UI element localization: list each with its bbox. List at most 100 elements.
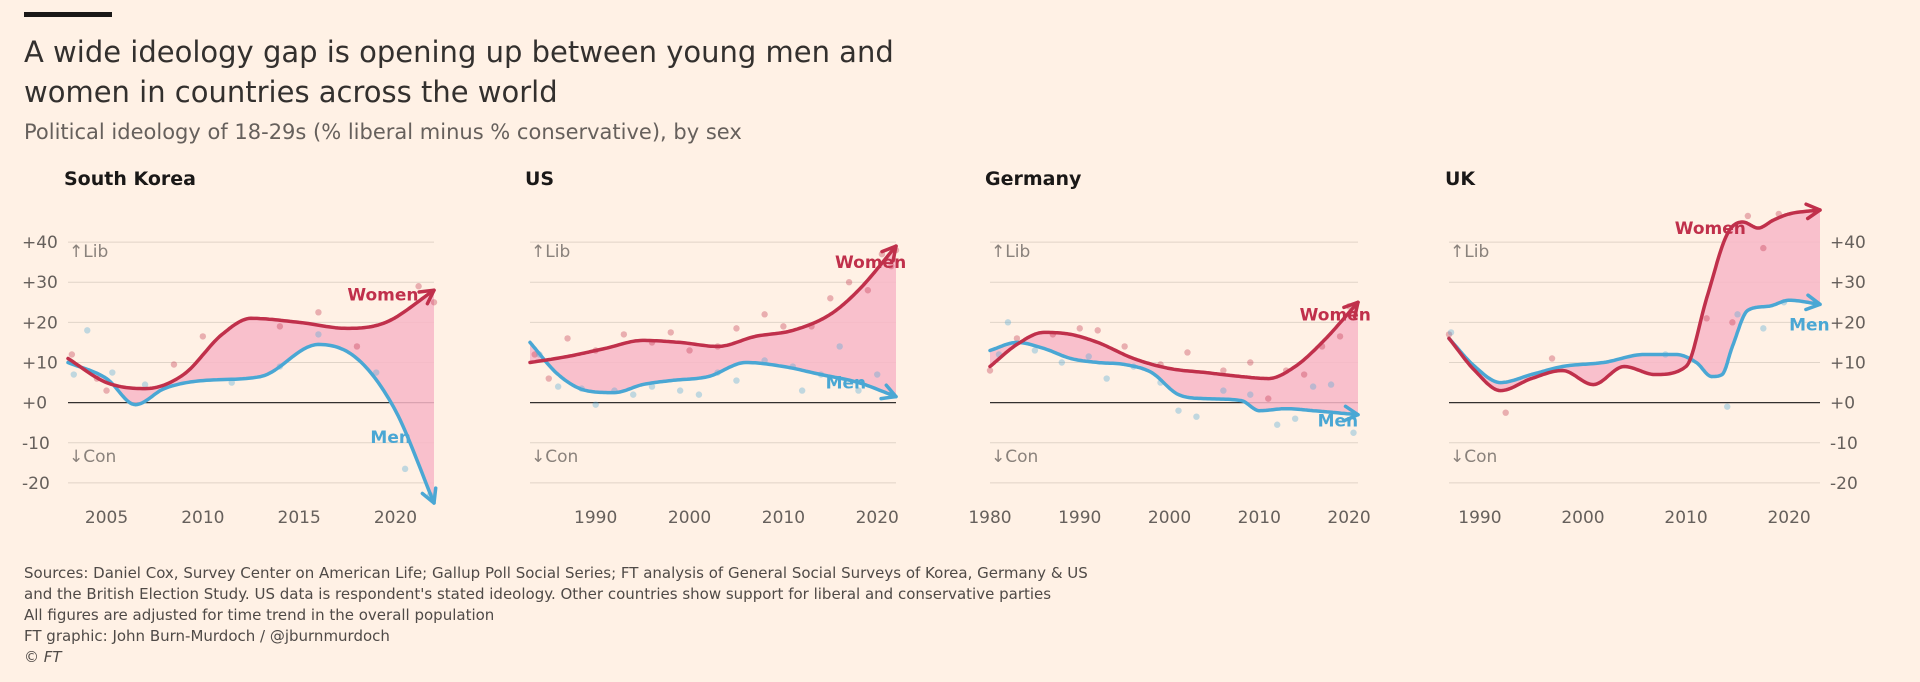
women-data-point xyxy=(1760,244,1767,252)
women-data-point xyxy=(1502,409,1509,416)
gap-fill-area xyxy=(990,302,1358,415)
con-annotation: ↓Con xyxy=(69,447,116,467)
men-data-point xyxy=(1193,413,1200,420)
gap-fill-area xyxy=(68,290,434,503)
women-data-point xyxy=(888,262,895,270)
women-data-point xyxy=(1076,325,1083,332)
chart-panel-germany: Germany ↑Lib ↓Con 1980 1990 2000 2010 2020 Women… xyxy=(968,168,1370,528)
men-line xyxy=(528,340,898,399)
women-data-point xyxy=(545,375,552,382)
women-data-point xyxy=(1184,349,1191,356)
x-tick-label: 1990 xyxy=(1458,508,1501,528)
y-tick-label: +0 xyxy=(1830,394,1855,414)
men-series-label: Men xyxy=(370,428,411,448)
men-data-point xyxy=(1291,415,1299,422)
panel-title: US xyxy=(525,168,554,190)
x-tick-label: 2000 xyxy=(668,508,711,528)
women-data-point xyxy=(315,309,322,316)
men-series-label: Men xyxy=(1318,412,1359,432)
women-data-point xyxy=(686,347,693,354)
women-data-point xyxy=(733,325,740,332)
men-data-point xyxy=(373,369,380,376)
lib-annotation: ↑Lib xyxy=(69,242,108,262)
footer-note: All figures are adjusted for time trend … xyxy=(24,606,495,624)
women-line xyxy=(66,288,436,391)
men-data-point xyxy=(1175,407,1182,414)
men-data-point xyxy=(1447,329,1455,336)
men-data-point xyxy=(1247,391,1254,398)
men-data-point xyxy=(1031,347,1039,354)
men-data-point xyxy=(874,371,881,378)
footer-sources-line-2: and the British Election Study. US data … xyxy=(24,585,1052,603)
women-data-point xyxy=(170,361,178,368)
women-data-point xyxy=(827,295,834,302)
y-tick-label: +10 xyxy=(1830,354,1866,374)
women-series-label: Women xyxy=(1300,305,1371,325)
chart-panel-us: US ↑Lib ↓Con 1990 2000 2010 2020 Women Men xyxy=(525,168,906,528)
y-tick-label: -20 xyxy=(1830,474,1858,494)
men-data-point xyxy=(630,391,637,398)
men-data-point xyxy=(1760,325,1767,332)
women-line xyxy=(1447,208,1822,393)
footer-credit: FT graphic: John Burn-Murdoch / @jburnmu… xyxy=(24,627,390,645)
women-data-point xyxy=(276,323,284,330)
ft-top-bar xyxy=(24,12,112,17)
women-series-label: Women xyxy=(835,253,906,273)
gap-fill-area xyxy=(1449,210,1820,391)
women-data-point xyxy=(1703,315,1710,322)
y-tick-label: +40 xyxy=(1830,233,1866,253)
women-data-point xyxy=(199,333,207,340)
women-line xyxy=(528,244,898,365)
women-line xyxy=(988,300,1360,381)
y-tick-label: +40 xyxy=(22,233,58,253)
y-tick-label: +30 xyxy=(22,273,58,293)
women-arrowhead xyxy=(417,288,436,306)
men-line xyxy=(1447,298,1822,385)
y-tick-label: -10 xyxy=(22,434,50,454)
women-data-point xyxy=(564,335,571,342)
men-line xyxy=(66,342,436,505)
panel-title: UK xyxy=(1445,168,1476,190)
y-tick-label: -10 xyxy=(1830,434,1858,454)
page-title: A wide ideology gap is opening up betwee… xyxy=(24,35,894,109)
panel-title: South Korea xyxy=(64,168,196,190)
men-data-point xyxy=(1058,359,1066,366)
women-data-point xyxy=(1220,367,1227,374)
women-arrowhead xyxy=(1342,300,1360,319)
lib-annotation: ↑Lib xyxy=(991,242,1030,262)
women-data-point xyxy=(864,287,872,294)
women-series-label: Women xyxy=(347,285,418,305)
men-arrowhead xyxy=(420,486,438,505)
con-annotation: ↓Con xyxy=(531,447,578,467)
panel-title: Germany xyxy=(985,168,1082,190)
y-tick-label: +0 xyxy=(22,394,47,414)
women-data-point xyxy=(780,323,787,330)
con-annotation: ↓Con xyxy=(1450,447,1497,467)
men-series-label: Men xyxy=(826,374,867,394)
x-tick-label: 1990 xyxy=(1058,508,1101,528)
men-data-point xyxy=(70,371,77,378)
women-data-point xyxy=(986,367,994,374)
women-arrowhead xyxy=(880,244,898,263)
men-data-point xyxy=(733,377,740,384)
women-data-point xyxy=(1548,355,1556,362)
footer-copyright: © FT xyxy=(24,648,62,666)
x-tick-label: 1990 xyxy=(574,508,617,528)
chart-panel-uk: UK +40 +30 +20 +10 +0 -10 -20 ↑Lib ↓Con 1990 2000 20… xyxy=(1445,168,1866,528)
x-tick-label: 2020 xyxy=(374,508,417,528)
women-data-point xyxy=(1094,327,1101,334)
men-data-point xyxy=(695,391,703,398)
women-data-point xyxy=(531,351,538,358)
women-data-point xyxy=(68,351,76,358)
men-data-point xyxy=(855,387,862,394)
y-tick-label: +20 xyxy=(1830,313,1866,333)
y-tick-label: +30 xyxy=(1830,273,1866,293)
x-tick-label: 2020 xyxy=(1767,508,1810,528)
men-data-point xyxy=(315,331,322,338)
chart-panel-south-korea: South Korea +40 +30 +20 +10 +0 -10 -20 ↑Lib ↓Con 2… xyxy=(22,168,438,528)
men-data-point xyxy=(1004,319,1012,326)
women-data-point xyxy=(1445,331,1453,338)
x-tick-label: 2010 xyxy=(1238,508,1281,528)
women-arrowhead xyxy=(1804,202,1822,221)
x-tick-label: 2020 xyxy=(1327,508,1370,528)
